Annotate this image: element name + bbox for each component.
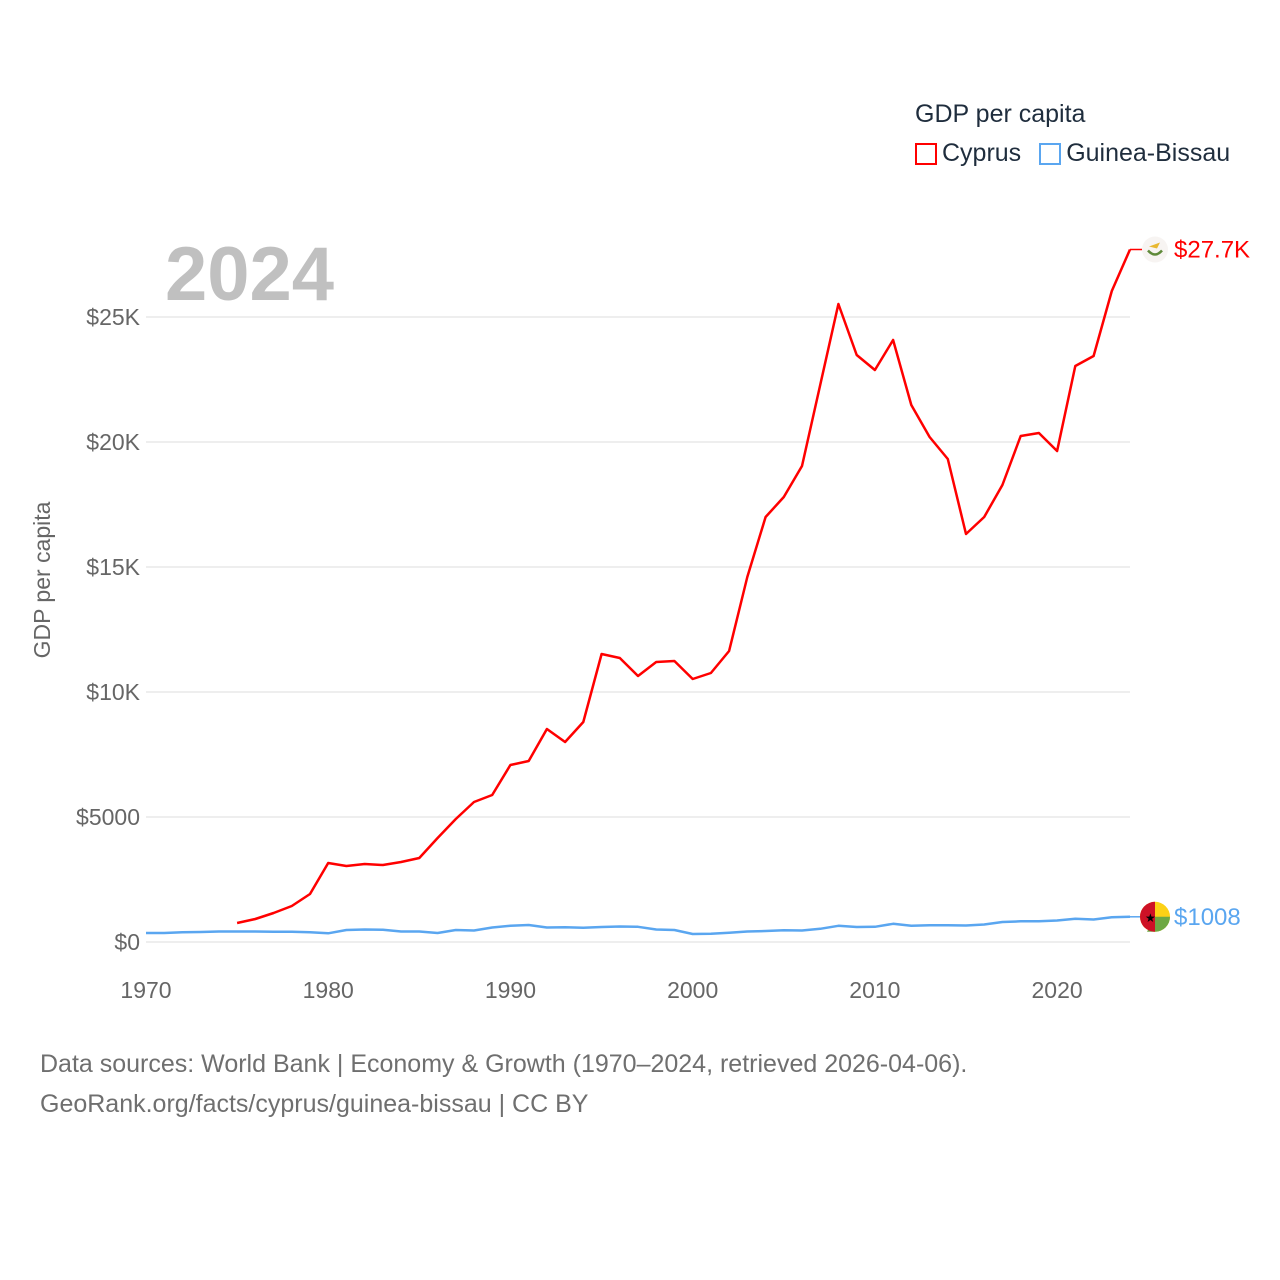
series-line-cyprus [236,248,1132,925]
y-axis-label: GDP per capita [29,501,55,658]
series-end-labels: $27.7K ★ $1008 [1130,236,1250,932]
legend-item-guinea-bissau[interactable]: Guinea-Bissau [1039,139,1230,168]
data-source-note: Data sources: World Bank | Economy & Gro… [40,1050,968,1078]
legend-label: Cyprus [942,139,1022,167]
x-tick-label: 2020 [1032,977,1083,1003]
y-tick-label: $5000 [76,804,140,830]
footer: Data sources: World Bank | Economy & Gro… [40,1044,967,1124]
cyprus-flag-icon [1142,236,1168,263]
series-lines [146,248,1132,936]
legend-item-cyprus[interactable]: Cyprus [915,139,1021,168]
x-tick-label: 2000 [667,977,718,1003]
y-tick-label: $15K [86,554,140,580]
y-tick-label: $25K [86,304,140,330]
y-axis-ticks: $0 $5000 $10K $15K $20K $25K [76,304,141,955]
svg-text:★: ★ [1145,911,1156,925]
x-axis-ticks: 1970 1980 1990 2000 2010 2020 [120,977,1082,1003]
end-value-label: $1008 [1174,904,1241,931]
gridlines [146,316,1130,943]
guinea-bissau-flag-icon: ★ [1140,901,1171,932]
year-watermark: 2024 [165,232,334,317]
legend: GDP per capita Cyprus Guinea-Bissau [915,100,1230,168]
x-tick-label: 1970 [120,977,171,1003]
end-value-label: $27.7K [1174,237,1250,264]
x-tick-label: 1980 [303,977,354,1003]
legend-swatch-cyprus [915,142,937,165]
legend-label: Guinea-Bissau [1066,139,1231,167]
y-tick-label: $0 [114,929,140,955]
source-link[interactable]: GeoRank.org/facts/cyprus/guinea-bissau |… [40,1090,589,1118]
x-tick-label: 1990 [485,977,536,1003]
y-tick-label: $10K [86,679,140,705]
y-tick-label: $20K [86,429,140,455]
series-line-guinea-bissau [146,915,1131,936]
legend-swatch-guinea-bissau [1039,142,1062,165]
x-tick-label: 2010 [849,977,900,1003]
legend-title: GDP per capita [915,100,1086,128]
